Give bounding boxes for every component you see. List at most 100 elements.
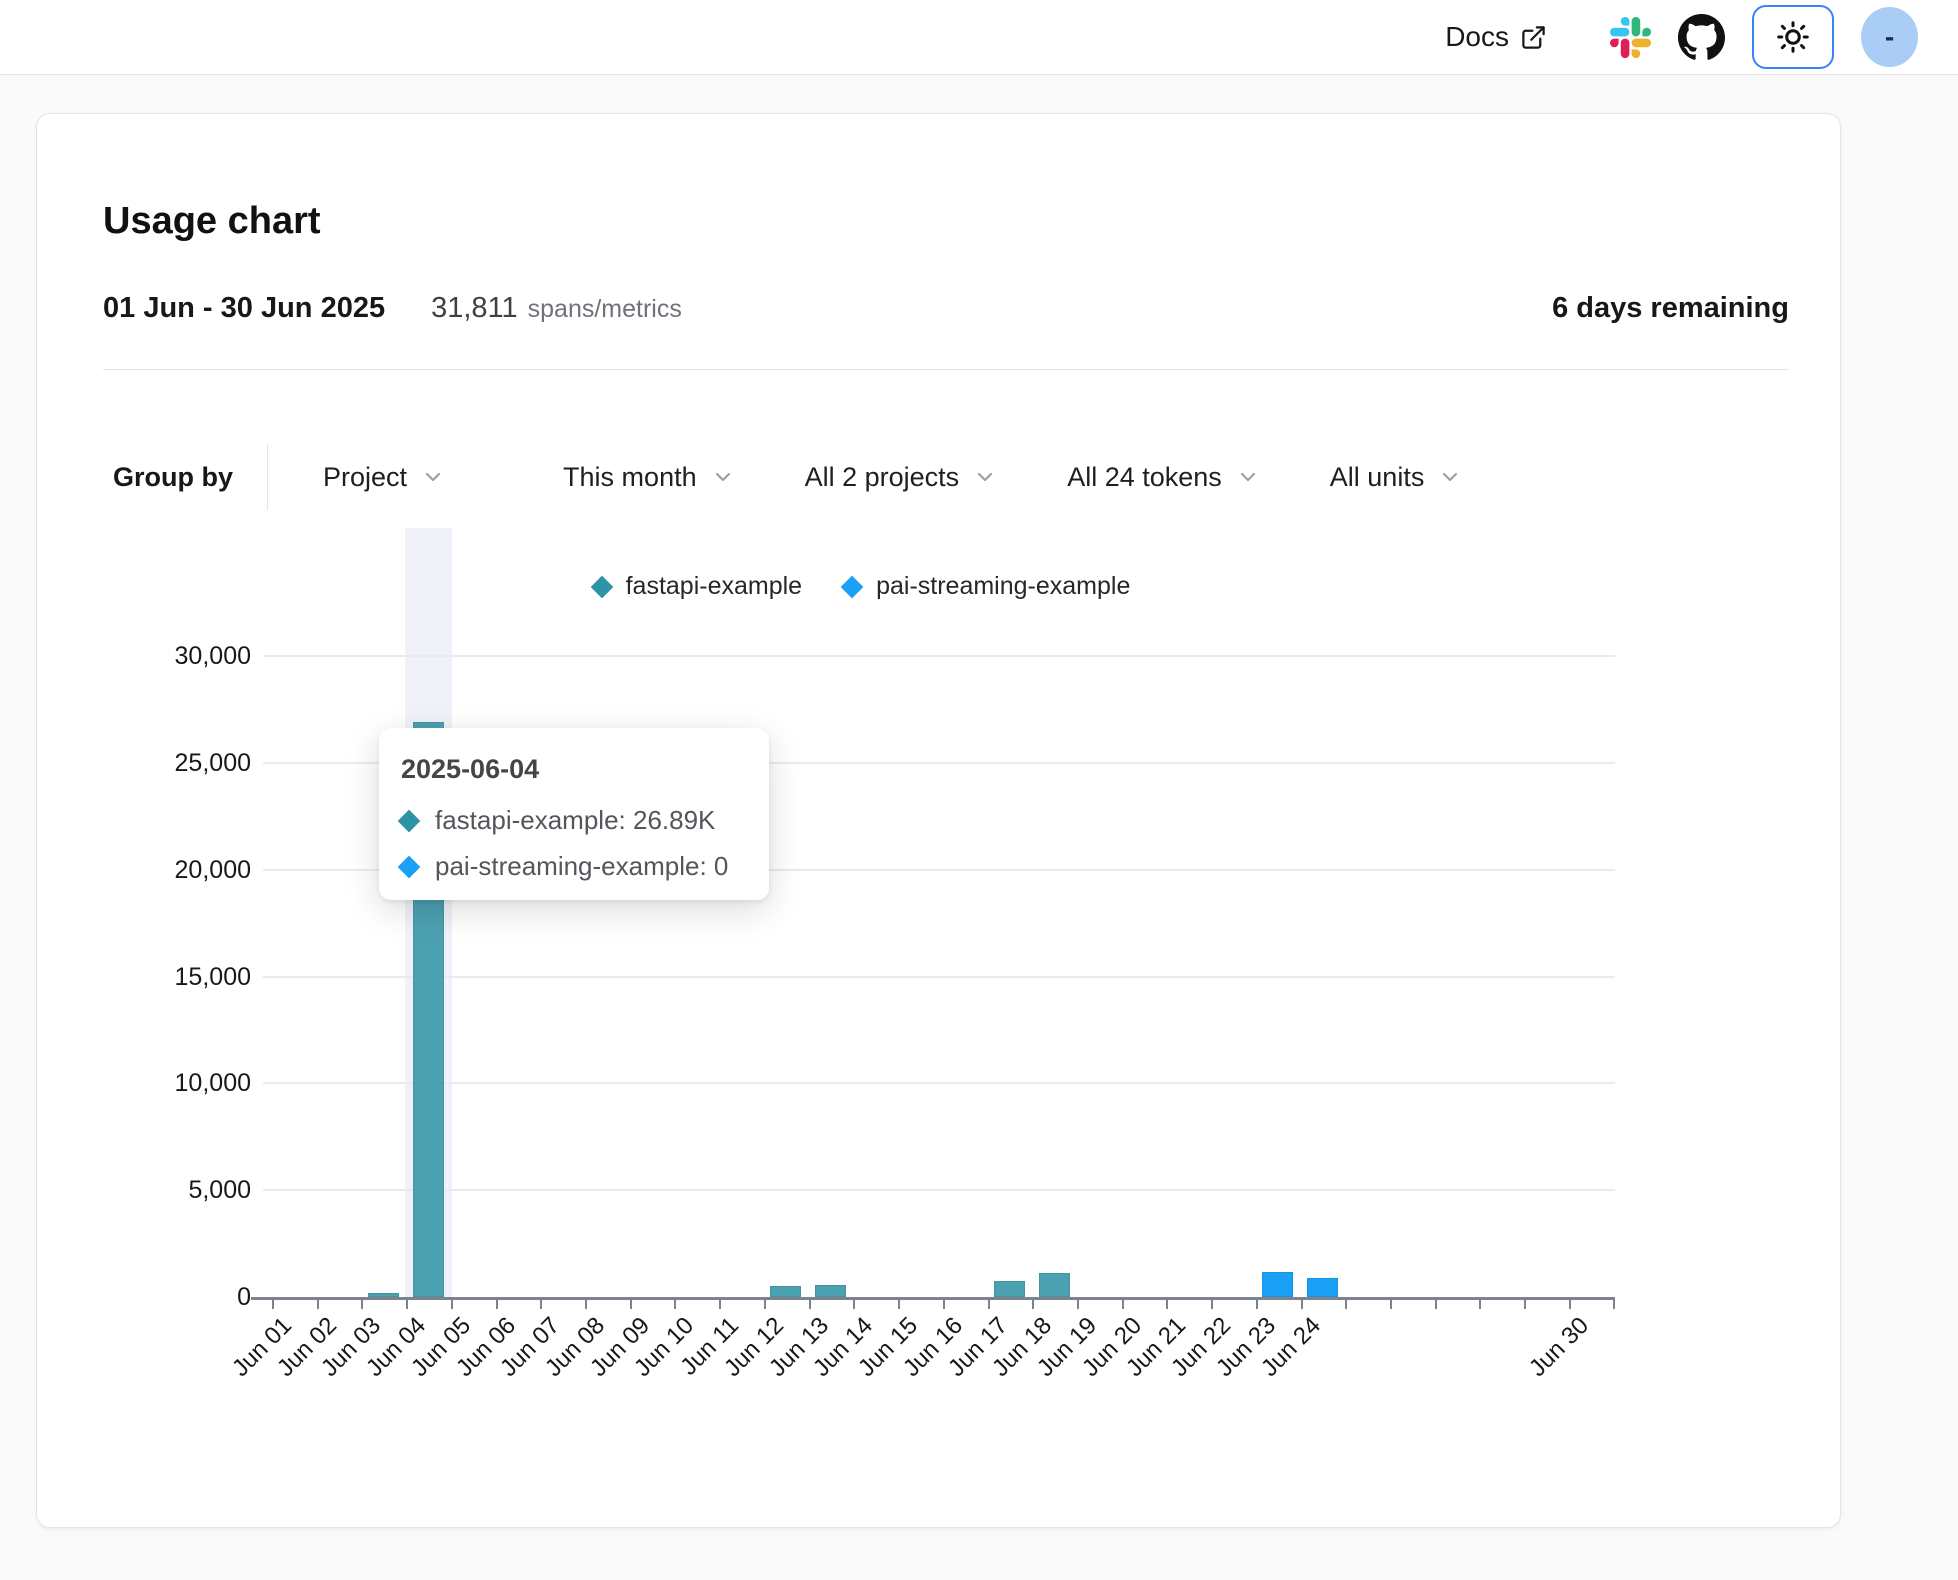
x-axis-tick — [674, 1297, 677, 1309]
docs-link[interactable]: Docs — [1445, 21, 1547, 53]
meta-row: 01 Jun - 30 Jun 2025 31,811 spans/metric… — [103, 292, 1789, 325]
chevron-down-icon — [1236, 465, 1260, 489]
y-axis-tick-label: 5,000 — [188, 1176, 251, 1205]
x-axis-tick — [1613, 1297, 1615, 1309]
chart-legend: fastapi-example pai-streaming-example — [37, 572, 1687, 601]
x-axis-tick — [450, 1297, 453, 1309]
tooltip-row-text: fastapi-example: 26.89K — [435, 805, 716, 835]
x-axis-tick — [763, 1297, 766, 1309]
y-axis-tick-label: 15,000 — [174, 962, 251, 991]
bar-pai-streaming-example-jun-24[interactable] — [1307, 1277, 1339, 1297]
usage-card: Usage chart 01 Jun - 30 Jun 2025 31,811 … — [36, 113, 1841, 1528]
period-label: 01 Jun - 30 Jun 2025 — [103, 292, 386, 324]
group-by-dropdown-value: Project — [323, 461, 408, 492]
theme-toggle-button[interactable] — [1752, 5, 1834, 69]
x-axis-tick — [1479, 1297, 1482, 1309]
page-title: Usage chart — [103, 200, 321, 242]
legend-item: pai-streaming-example — [840, 572, 1131, 601]
days-remaining-label: 6 days remaining — [1552, 292, 1789, 324]
y-axis-tick-label: 0 — [237, 1283, 251, 1311]
gridline — [263, 1189, 1615, 1192]
divider — [103, 369, 1789, 370]
x-axis-tick — [1434, 1297, 1437, 1309]
gridline — [263, 975, 1615, 978]
tokens-dropdown-value: All 24 tokens — [1067, 461, 1222, 492]
date-range-dropdown[interactable]: This month — [563, 462, 735, 493]
x-axis-tick — [406, 1297, 409, 1309]
avatar-initial: - — [1884, 21, 1895, 52]
chevron-down-icon — [711, 465, 735, 489]
x-axis-tick — [1524, 1297, 1527, 1309]
x-axis-tick — [719, 1297, 722, 1309]
total-count: 31,811 — [431, 292, 518, 324]
chevron-down-icon — [1438, 465, 1462, 489]
x-axis-line — [251, 1297, 1615, 1300]
slack-link[interactable] — [1610, 16, 1651, 58]
x-axis-tick — [1345, 1297, 1348, 1309]
projects-dropdown-value: All 2 projects — [804, 461, 960, 492]
bar-pai-streaming-example-jun-23[interactable] — [1262, 1272, 1294, 1297]
x-axis-tick — [808, 1297, 811, 1309]
diamond-icon — [397, 855, 421, 878]
x-axis-tick — [1390, 1297, 1392, 1309]
bar-fastapi-example-jun-03[interactable] — [367, 1293, 399, 1297]
x-axis-tick — [942, 1297, 945, 1309]
x-axis-tick — [540, 1297, 543, 1309]
tooltip-row-text: pai-streaming-example: 0 — [435, 851, 729, 881]
y-axis-tick-label: 25,000 — [174, 748, 251, 777]
github-link[interactable] — [1678, 13, 1725, 61]
x-axis-tick — [1211, 1297, 1214, 1309]
x-axis-tick — [987, 1297, 990, 1309]
x-axis-tick-label: Jun 30 — [1523, 1312, 1594, 1383]
chevron-down-icon — [421, 465, 445, 489]
x-axis-tick — [316, 1297, 319, 1309]
chart-area: 0 5,000 10,000 15,000 20,000 25,000 30,000 Jun … — [37, 494, 1842, 1504]
gridline — [263, 1082, 1615, 1085]
legend-label: fastapi-example — [625, 572, 803, 600]
x-axis-tick — [1166, 1297, 1169, 1309]
x-axis-tick — [1121, 1297, 1124, 1309]
bar-fastapi-example-jun-12[interactable] — [770, 1286, 802, 1297]
date-range-dropdown-value: This month — [563, 461, 697, 492]
chevron-down-icon — [973, 465, 997, 489]
bar-fastapi-example-jun-13[interactable] — [815, 1285, 847, 1297]
x-axis-tick — [898, 1297, 901, 1309]
legend-label: pai-streaming-example — [876, 572, 1131, 600]
docs-link-label: Docs — [1445, 21, 1509, 52]
top-bar: Docs - — [0, 0, 1958, 75]
diamond-icon — [397, 809, 421, 832]
units-dropdown-value: All units — [1329, 461, 1425, 492]
tooltip-row: pai-streaming-example: 0 — [397, 851, 745, 882]
x-axis-tick — [629, 1297, 632, 1309]
x-axis-tick — [1255, 1297, 1258, 1309]
gridline — [263, 655, 1615, 657]
tooltip-date: 2025-06-04 — [401, 754, 540, 784]
x-axis-tick — [1076, 1297, 1079, 1309]
x-axis-tick — [361, 1297, 364, 1309]
units-dropdown[interactable]: All units — [1330, 462, 1463, 493]
tooltip-row: fastapi-example: 26.89K — [397, 805, 745, 836]
gridline — [263, 868, 1615, 871]
slack-icon — [1610, 16, 1651, 58]
filter-row: Group by Project This month All 2 projec… — [113, 444, 1462, 510]
projects-dropdown[interactable]: All 2 projects — [805, 462, 998, 493]
tokens-dropdown[interactable]: All 24 tokens — [1067, 462, 1260, 493]
group-by-dropdown[interactable]: Project — [323, 462, 445, 493]
x-axis-tick — [1568, 1297, 1571, 1309]
y-axis-tick-label: 20,000 — [174, 855, 251, 884]
bar-fastapi-example-jun-17[interactable] — [994, 1280, 1026, 1297]
x-axis-tick — [495, 1297, 498, 1309]
x-axis-tick — [272, 1297, 274, 1309]
bar-fastapi-example-jun-18[interactable] — [1038, 1273, 1070, 1297]
total-unit: spans/metrics — [527, 295, 682, 323]
external-link-icon — [1520, 24, 1547, 51]
x-axis-tick — [1032, 1297, 1035, 1309]
github-icon — [1678, 13, 1725, 61]
y-axis-tick-label: 30,000 — [174, 642, 251, 670]
avatar[interactable]: - — [1861, 7, 1918, 67]
group-by-label: Group by — [113, 461, 233, 492]
legend-item: fastapi-example — [590, 572, 803, 601]
x-axis-tick — [1300, 1297, 1303, 1309]
gridline — [263, 761, 1615, 764]
x-axis-tick — [853, 1297, 856, 1309]
